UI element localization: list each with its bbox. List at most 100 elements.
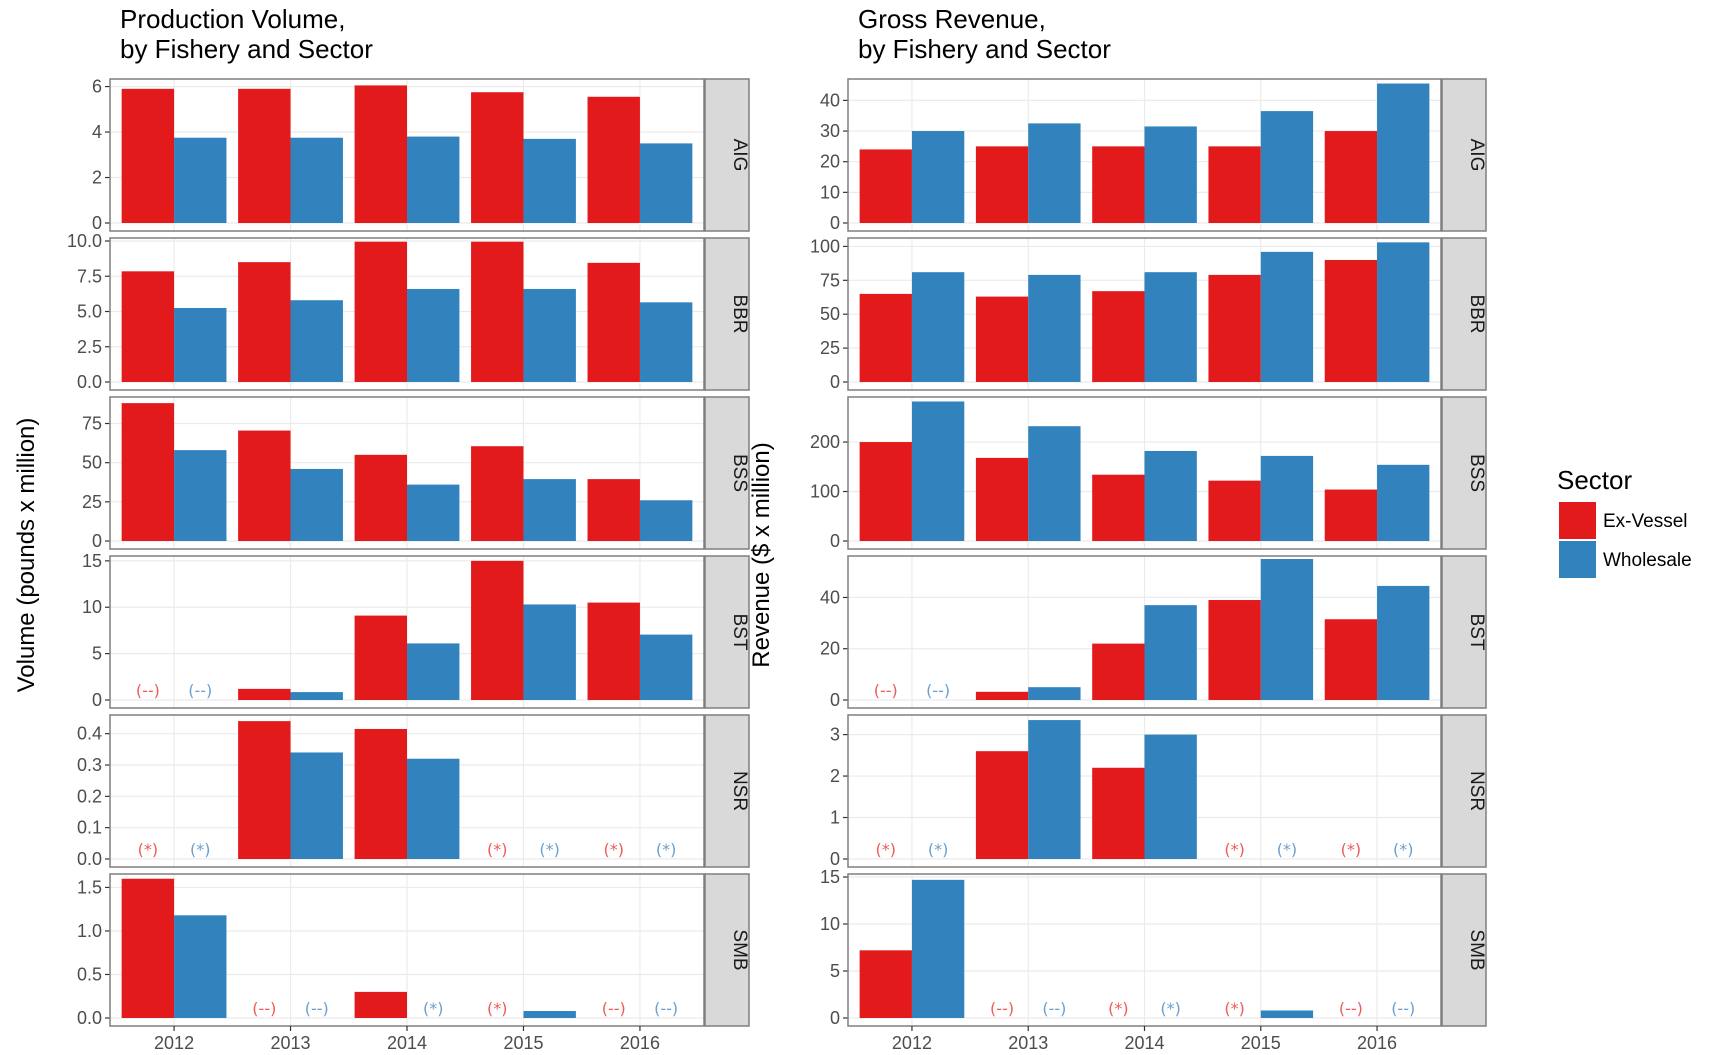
y-tick-label: 1	[830, 808, 840, 828]
y-tick-label: 15	[820, 867, 840, 887]
y-tick-label: 200	[810, 432, 840, 452]
panel-bbr-left: 0.0 2.5 5.0 7.5 10.0 BBR	[67, 231, 750, 392]
bar-wholesale-2015-bst	[1260, 559, 1314, 700]
bar-wholesale-2013-bss	[1028, 426, 1081, 541]
bar-wholesale-2013-nsr	[290, 752, 343, 859]
panel-bss-left: 0 25 50 75 BSS	[82, 396, 750, 551]
bar-ex-vessel-2013-bbr	[238, 262, 291, 382]
y-tick-label: 0	[92, 690, 102, 710]
facet-label-bss: BSS	[729, 454, 750, 492]
bar-wholesale-2014-bss	[407, 484, 460, 541]
panel-border	[109, 396, 705, 550]
facet-label-bbr: BBR	[729, 294, 750, 333]
facet-strip	[1441, 237, 1487, 391]
suppressed-data-note: (*)	[1393, 840, 1413, 859]
bar-wholesale-2013-aig	[1028, 123, 1081, 223]
facet-strip	[704, 873, 750, 1027]
y-tick-label: 2.5	[77, 337, 102, 357]
bar-wholesale-2016-bst	[1377, 585, 1430, 700]
bar-ex-vessel-2016-bbr	[587, 262, 640, 382]
legend-swatch-wholesale	[1559, 541, 1596, 578]
legend: Sector Ex-Vessel Wholesale	[1557, 465, 1692, 578]
right-chart-subtitle: by Fishery and Sector	[858, 34, 1111, 64]
x-tick-label: 2016	[620, 1033, 660, 1053]
left-chart-subtitle: by Fishery and Sector	[120, 34, 373, 64]
suppressed-data-note: (--)	[1042, 999, 1066, 1018]
bar-wholesale-2012-aig	[911, 131, 965, 223]
bar-ex-vessel-2015-bbr	[471, 241, 524, 382]
x-tick-label: 2016	[1357, 1033, 1397, 1053]
facet-strip	[1441, 78, 1487, 232]
production-volume-chart: 0246AIG0.02.55.07.510.0BBR0255075BSS(--)…	[67, 77, 750, 1053]
bar-ex-vessel-2013-bst	[238, 688, 291, 700]
bar-ex-vessel-2014-nsr	[1092, 767, 1145, 859]
bar-ex-vessel-2014-bbr	[1092, 291, 1145, 382]
suppressed-data-note: (*)	[423, 999, 443, 1018]
bar-wholesale-2013-bss	[290, 468, 343, 541]
bar-ex-vessel-2015-bbr	[1208, 274, 1261, 382]
y-tick-label: 0.0	[77, 372, 102, 392]
bar-wholesale-2012-smb	[911, 879, 965, 1018]
bar-ex-vessel-2016-bst	[587, 602, 640, 700]
suppressed-data-note: (*)	[1108, 999, 1128, 1018]
bar-ex-vessel-2014-aig	[1092, 146, 1145, 223]
suppressed-data-note: (--)	[990, 999, 1014, 1018]
y-tick-label: 50	[820, 304, 840, 324]
y-tick-label: 1.0	[77, 921, 102, 941]
facet-strip	[1441, 714, 1487, 868]
bar-wholesale-2012-bbr	[911, 272, 965, 382]
bar-wholesale-2013-aig	[290, 137, 343, 223]
bar-ex-vessel-2012-aig	[859, 149, 912, 223]
bar-wholesale-2016-aig	[1377, 83, 1430, 223]
panel-smb-left: (--) (*) (--) (--) (*) (--) 0.0 0.5 1.0 1.5 SMB	[77, 873, 750, 1028]
suppressed-data-note: (*)	[487, 840, 507, 859]
suppressed-data-note: (*)	[190, 840, 210, 859]
panel-border	[847, 78, 1442, 232]
bar-wholesale-2012-bss	[174, 450, 227, 541]
x-tick-label: 2013	[1008, 1033, 1048, 1053]
bar-wholesale-2016-bss	[639, 500, 693, 541]
bar-wholesale-2015-bss	[1260, 455, 1314, 541]
y-tick-label: 0	[92, 213, 102, 233]
facet-strip	[704, 714, 750, 868]
bar-wholesale-2012-bss	[911, 401, 965, 541]
suppressed-data-note: (--)	[252, 999, 276, 1018]
panel-border	[847, 396, 1442, 550]
bar-ex-vessel-2015-aig	[471, 92, 524, 223]
bar-wholesale-2013-nsr	[1028, 720, 1081, 859]
suppressed-data-note: (--)	[305, 999, 329, 1018]
facet-label-bst: BST	[729, 614, 750, 651]
y-tick-label: 2	[92, 168, 102, 188]
suppressed-data-note: (*)	[138, 840, 158, 859]
bar-ex-vessel-2012-bss	[121, 403, 175, 541]
facet-strip	[704, 396, 750, 550]
facet-strip	[704, 237, 750, 391]
bar-ex-vessel-2015-aig	[1208, 146, 1261, 223]
y-tick-label: 5	[92, 644, 102, 664]
legend-label-wholesale: Wholesale	[1603, 550, 1692, 571]
bar-wholesale-2014-bst	[407, 643, 460, 700]
legend-label-ex-vessel: Ex-Vessel	[1603, 511, 1687, 532]
panel-nsr-right: (*) (*) (*) (*) (*) (*) 0 1 2 3 NSR	[830, 714, 1487, 869]
y-tick-label: 0.4	[77, 724, 102, 744]
bar-wholesale-2012-smb	[174, 915, 227, 1018]
y-tick-label: 20	[820, 639, 840, 659]
bar-wholesale-2015-bbr	[1260, 251, 1314, 382]
bar-ex-vessel-2013-bbr	[975, 296, 1029, 382]
suppressed-data-note: (*)	[656, 840, 676, 859]
bar-ex-vessel-2012-smb	[121, 878, 175, 1018]
y-tick-label: 10.0	[67, 231, 102, 251]
panel-border	[109, 78, 705, 232]
x-tick-label: 2013	[271, 1033, 311, 1053]
bar-ex-vessel-2015-bss	[471, 446, 524, 541]
suppressed-data-note: (--)	[602, 999, 626, 1018]
bar-wholesale-2013-bst	[1028, 687, 1081, 700]
suppressed-data-note: (--)	[926, 681, 950, 700]
suppressed-data-note: (*)	[603, 840, 623, 859]
facet-strip	[1441, 555, 1487, 709]
bar-wholesale-2013-bbr	[1028, 274, 1081, 382]
left-y-axis-label: Volume (pounds x million)	[13, 418, 40, 693]
panel-bst-left: (--) (--) 0 5 10 15 BST	[82, 551, 750, 710]
y-tick-label: 40	[820, 90, 840, 110]
suppressed-data-note: (*)	[928, 840, 948, 859]
